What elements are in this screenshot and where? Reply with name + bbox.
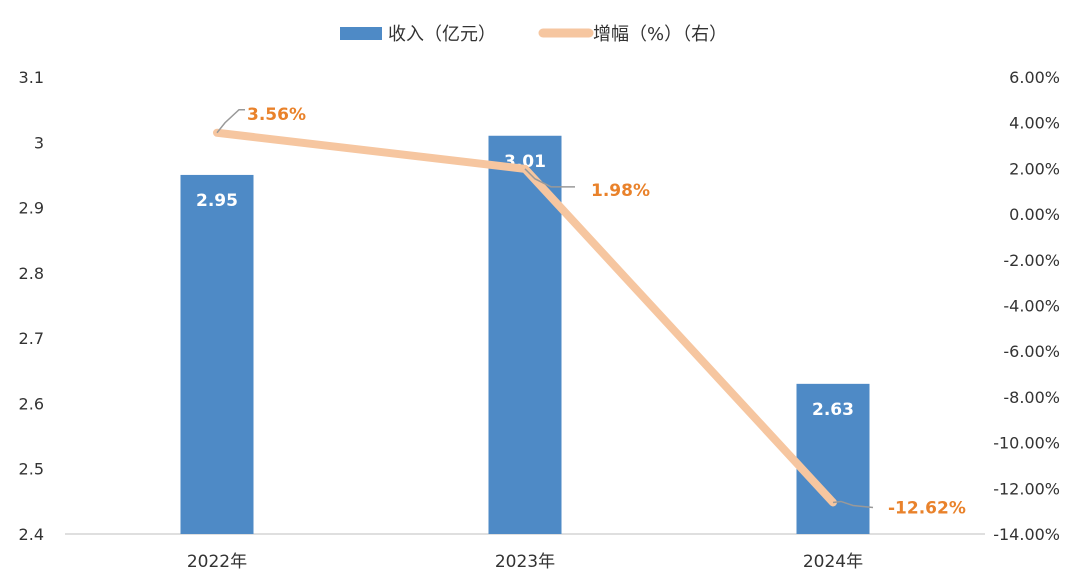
- bar: [488, 135, 562, 534]
- right-y-axis: -14.00% -12.00% -10.00% -8.00% -6.00% -4.00% -…: [993, 68, 1060, 544]
- leader-line: [832, 500, 874, 509]
- x-axis-categories: 2022年 2023年 2024年: [187, 552, 863, 572]
- left-tick-label: 2.8: [19, 264, 44, 283]
- right-tick-label: -10.00%: [993, 434, 1060, 453]
- leader-line: [524, 168, 575, 188]
- leader-line: [216, 109, 245, 134]
- left-tick-label: 3.1: [19, 68, 44, 87]
- category-label: 2023年: [495, 552, 555, 572]
- right-tick-label: -4.00%: [1003, 297, 1060, 316]
- right-tick-label: 6.00%: [1009, 68, 1060, 87]
- right-tick-label: -6.00%: [1003, 342, 1060, 361]
- right-tick-label: -12.00%: [993, 479, 1060, 498]
- legend-label-revenue: 收入（亿元）: [388, 24, 496, 45]
- bar-data-label: 2.95: [196, 191, 238, 211]
- bar: [796, 383, 870, 534]
- bar: [180, 174, 254, 534]
- legend-label-growth: 增幅（%）（右）: [593, 24, 727, 45]
- right-tick-label: 4.00%: [1009, 114, 1060, 133]
- left-tick-label: 2.4: [19, 525, 44, 544]
- bar-data-label: 2.63: [812, 400, 854, 420]
- legend: 收入（亿元） 增幅（%）（右）: [340, 24, 727, 45]
- right-tick-label: -2.00%: [1003, 251, 1060, 270]
- category-label: 2024年: [803, 552, 863, 572]
- line-data-label: 1.98%: [591, 181, 650, 201]
- legend-swatch-revenue: [340, 27, 382, 40]
- left-y-axis: 2.4 2.5 2.6 2.7 2.8 2.9 3 3.1: [19, 68, 44, 544]
- right-tick-label: -14.00%: [993, 525, 1060, 544]
- left-tick-label: 3: [34, 133, 44, 152]
- right-tick-label: 2.00%: [1009, 159, 1060, 178]
- left-tick-label: 2.9: [19, 199, 44, 218]
- bar-series: 2.953.012.63: [180, 135, 870, 534]
- left-tick-label: 2.5: [19, 460, 44, 479]
- line-series: 3.56% 1.98% -12.62%: [213, 105, 966, 518]
- left-tick-label: 2.6: [19, 394, 44, 413]
- line-data-label: -12.62%: [888, 498, 966, 518]
- right-tick-label: 0.00%: [1009, 205, 1060, 224]
- category-label: 2022年: [187, 552, 247, 572]
- right-tick-label: -8.00%: [1003, 388, 1060, 407]
- line-data-label: 3.56%: [247, 105, 306, 125]
- left-tick-label: 2.7: [19, 329, 44, 348]
